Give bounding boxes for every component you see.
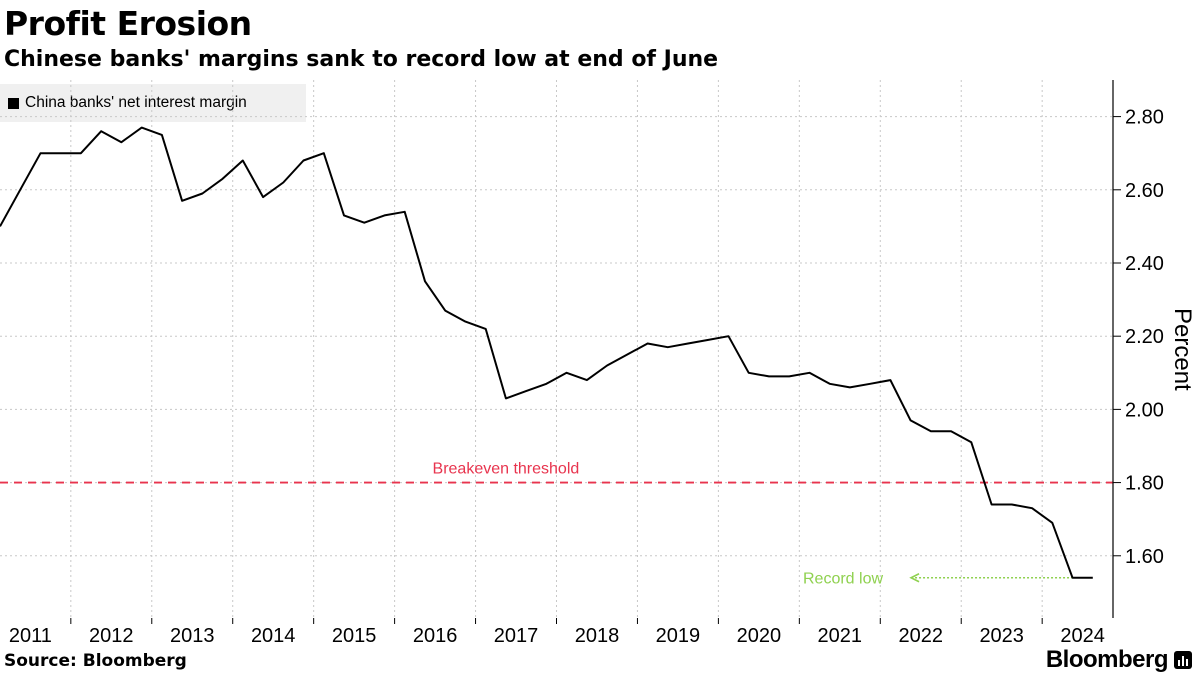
y-tick-label: 2.60: [1125, 180, 1164, 202]
bloomberg-logo: Bloomberg: [1046, 646, 1192, 674]
y-tick-label: 1.80: [1125, 473, 1164, 495]
annotation-layer: Breakeven threshold Record low: [0, 461, 1113, 588]
net-interest-margin-line: [0, 126, 1093, 579]
brand-wordmark: Bloomberg: [1045, 646, 1169, 673]
y-axis-title: Percent: [1169, 308, 1196, 391]
series-layer: [0, 126, 1093, 579]
x-tick-label: 2012: [89, 625, 134, 647]
x-tick-label: 2022: [899, 625, 944, 647]
x-tick-label: 2021: [818, 625, 863, 647]
source-note: Source: Bloomberg: [4, 651, 187, 671]
record-low-label: Record low: [803, 571, 883, 588]
x-tick-label: 2017: [494, 625, 539, 647]
chart-title: Profit Erosion: [4, 4, 252, 43]
y-tick-label: 1.60: [1125, 546, 1164, 568]
x-tick-label: 2016: [413, 625, 458, 647]
x-tick-label: 2011: [9, 625, 52, 647]
breakeven-threshold-label: Breakeven threshold: [433, 461, 580, 478]
chart-subtitle: Chinese banks' margins sank to record lo…: [4, 47, 719, 72]
x-tick-label: 2013: [170, 625, 215, 647]
x-tick-label: 2015: [332, 625, 377, 647]
y-tick-label: 2.80: [1125, 107, 1164, 129]
x-tick-label: 2020: [737, 625, 782, 647]
bloomberg-mark-icon: [1174, 651, 1192, 669]
legend-label: China banks' net interest margin: [25, 94, 247, 111]
x-tick-label: 2018: [575, 625, 620, 647]
chart-legend: China banks' net interest margin: [0, 84, 306, 122]
y-tick-label: 2.00: [1125, 399, 1164, 421]
axis-layer: 1.60 1.80 2.00 2.20 2.40 2.60 2.80 2011 2012 2013…: [9, 80, 1196, 647]
grid-layer: [0, 80, 1113, 618]
legend-swatch: [8, 97, 19, 109]
x-tick-label: 2019: [656, 625, 701, 647]
y-tick-label: 2.20: [1125, 326, 1164, 348]
record-low-arrowhead: [909, 573, 920, 583]
x-tick-label: 2024: [1060, 625, 1105, 647]
x-tick-label: 2023: [979, 625, 1024, 647]
y-tick-label: 2.40: [1125, 253, 1164, 275]
x-tick-label: 2014: [251, 625, 296, 647]
